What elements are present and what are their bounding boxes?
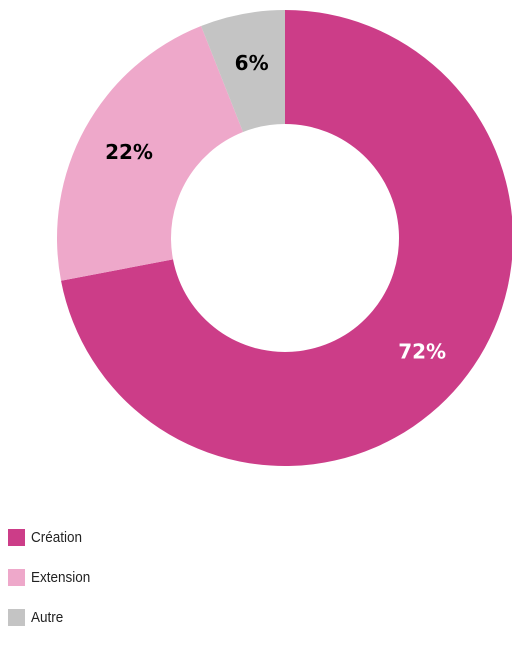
legend-label-autre: Autre xyxy=(31,608,64,626)
legend-label-extension: Extension xyxy=(31,568,91,586)
slice-value-label-autre: 6% xyxy=(235,51,269,75)
legend-item-creation: Création xyxy=(8,527,308,547)
legend-item-extension: Extension xyxy=(8,567,308,587)
legend-label-creation: Création xyxy=(31,528,83,546)
donut-slice-extension xyxy=(56,26,244,281)
donut-slice-creation xyxy=(61,10,512,466)
slice-value-label-creation: 72% xyxy=(398,339,446,363)
donut-slices xyxy=(56,10,512,466)
donut-chart: 72% 22% 6% xyxy=(56,10,512,466)
slice-value-label-extension: 22% xyxy=(105,140,153,164)
donut-slice-autre xyxy=(201,10,285,133)
legend-swatch-creation xyxy=(8,528,25,546)
donut-value-labels: 72% 22% 6% xyxy=(105,51,446,363)
chart-legend: Création Extension Autre xyxy=(8,527,308,647)
legend-item-autre: Autre xyxy=(8,607,308,627)
donut-chart-svg: 72% 22% 6% xyxy=(56,10,512,466)
legend-swatch-extension xyxy=(8,568,25,586)
legend-swatch-autre xyxy=(8,608,25,626)
